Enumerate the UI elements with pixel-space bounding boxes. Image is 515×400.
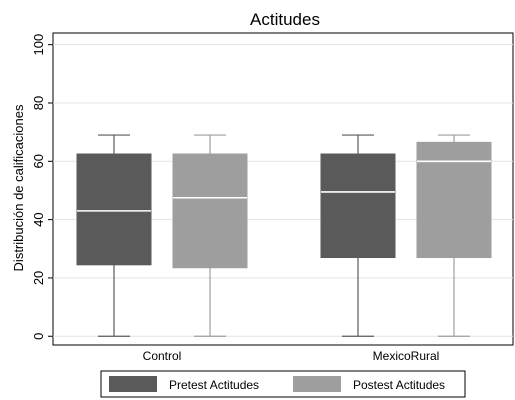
y-tick-label: 40 [31,212,46,226]
legend-label: Postest Actitudes [353,378,445,392]
chart-title: Actitudes [250,10,320,29]
y-tick-label: 100 [31,34,46,56]
y-tick-label: 20 [31,271,46,285]
y-tick-label: 80 [31,96,46,110]
legend-frame [100,370,466,398]
x-category-label: Control [143,349,182,363]
legend: Pretest Actitudes Postest Actitudes [100,370,466,398]
legend-swatch [109,376,157,392]
plot-area: 0 20 40 60 80 100 Control MexicoRural [31,32,514,363]
y-tick-label: 60 [31,154,46,168]
box [416,141,492,259]
box [76,153,152,266]
box [172,153,248,269]
y-axis-label: Distribución de calificaciones [11,104,26,271]
legend-label: Pretest Actitudes [169,378,259,392]
box [320,153,396,259]
y-tick-label: 0 [31,333,46,340]
x-category-label: MexicoRural [373,349,440,363]
legend-swatch [293,376,341,392]
